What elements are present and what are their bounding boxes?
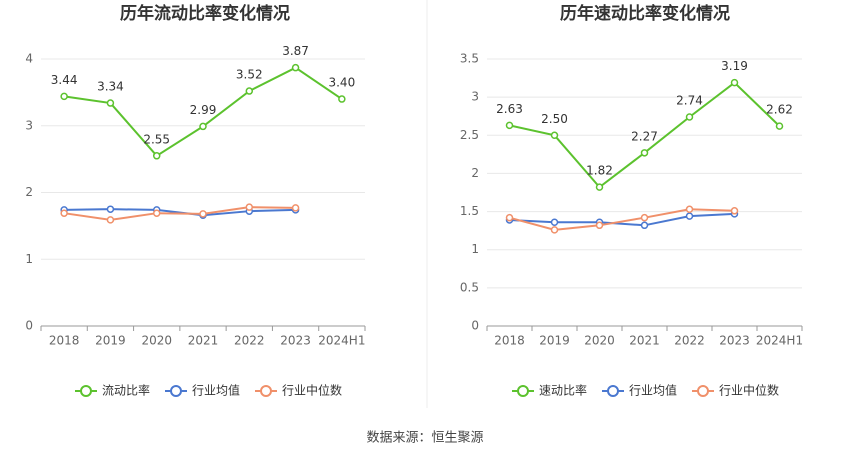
legend-marker [607, 385, 619, 397]
y-tick-label: 0 [25, 319, 33, 333]
chart-title: 历年流动比率变化情况 [120, 3, 290, 24]
x-tick-label: 2018 [494, 334, 525, 348]
legend-label: 流动比率 [102, 383, 150, 398]
series-line [64, 206, 296, 221]
legend-marker [260, 385, 272, 397]
data-point [106, 99, 115, 107]
x-tick-label: 2018 [49, 334, 80, 348]
data-point [291, 204, 300, 212]
data-point [199, 122, 207, 131]
legend-label: 行业均值 [629, 383, 677, 398]
data-point [685, 212, 694, 220]
legend-label: 行业均值 [192, 383, 240, 398]
y-tick-label: 1 [25, 252, 33, 266]
data-point [338, 95, 346, 103]
y-tick-label: 1 [471, 242, 479, 256]
data-point [505, 213, 514, 222]
data-point [199, 210, 207, 218]
x-tick-label: 2019 [539, 334, 570, 348]
data-point [152, 152, 161, 160]
data-point [685, 113, 694, 121]
data-point [152, 209, 161, 217]
data-point [60, 92, 68, 101]
x-tick-label: 2023 [719, 334, 750, 348]
legend-marker [517, 385, 529, 397]
data-label: 2.62 [766, 103, 793, 117]
data-point [550, 226, 559, 234]
y-tick-label: 3 [471, 90, 479, 104]
data-point [550, 131, 559, 140]
legend-marker [697, 385, 709, 397]
data-point [245, 203, 254, 211]
x-tick-label: 2019 [95, 334, 126, 348]
series-line [509, 212, 735, 227]
legend-label: 行业中位数 [282, 383, 342, 398]
x-tick-label: 2023 [280, 334, 311, 348]
data-label: 2.99 [190, 103, 217, 117]
source-note: 数据来源：恒生聚源 [366, 431, 483, 446]
y-tick-label: 0.5 [460, 280, 479, 294]
y-tick-label: 3 [25, 118, 33, 132]
data-label: 3.19 [721, 59, 748, 73]
data-label: 3.34 [97, 80, 124, 94]
series-line [509, 208, 735, 231]
data-point [106, 205, 115, 213]
data-label: 2.55 [143, 132, 170, 146]
data-point [550, 218, 559, 227]
data-point [730, 207, 739, 215]
data-point [640, 149, 649, 157]
data-point [685, 205, 694, 214]
data-point [106, 216, 115, 224]
legend-label: 速动比率 [539, 383, 587, 398]
x-tick-label: 2021 [188, 334, 219, 348]
data-label: 2.27 [631, 129, 658, 143]
data-label: 2.74 [676, 93, 703, 107]
data-label: 2.50 [541, 112, 568, 126]
y-tick-label: 2.5 [460, 128, 479, 142]
x-tick-label: 2020 [584, 334, 615, 348]
data-point [245, 87, 254, 95]
x-tick-label: 2022 [674, 334, 705, 348]
legend-label: 行业中位数 [719, 383, 779, 398]
data-point [730, 78, 739, 87]
data-point [595, 183, 604, 191]
data-point [775, 122, 784, 130]
y-tick-label: 2 [25, 185, 33, 199]
x-tick-label: 2022 [234, 334, 265, 348]
data-label: 3.87 [282, 44, 309, 58]
data-point [640, 213, 649, 222]
chart-title: 历年速动比率变化情况 [560, 3, 730, 24]
x-tick-label: 2024H1 [318, 334, 365, 348]
y-tick-label: 4 [25, 52, 33, 66]
y-tick-label: 1.5 [460, 204, 479, 218]
x-tick-label: 2020 [141, 334, 172, 348]
data-label: 3.52 [236, 68, 263, 82]
data-point [60, 209, 68, 217]
y-tick-label: 0 [471, 319, 479, 333]
legend-marker [170, 385, 182, 397]
data-point [595, 221, 604, 230]
data-label: 2.63 [496, 102, 523, 116]
legend-marker [80, 385, 92, 397]
data-point [640, 221, 649, 230]
x-tick-label: 2021 [629, 334, 660, 348]
y-tick-label: 3.5 [460, 52, 479, 66]
series-line [64, 208, 296, 217]
data-label: 1.82 [586, 164, 613, 178]
x-tick-label: 2024H1 [756, 334, 803, 348]
data-label: 3.44 [51, 73, 78, 87]
data-label: 3.40 [328, 76, 355, 90]
data-point [291, 63, 300, 72]
y-tick-label: 2 [471, 166, 479, 180]
data-point [505, 121, 514, 130]
